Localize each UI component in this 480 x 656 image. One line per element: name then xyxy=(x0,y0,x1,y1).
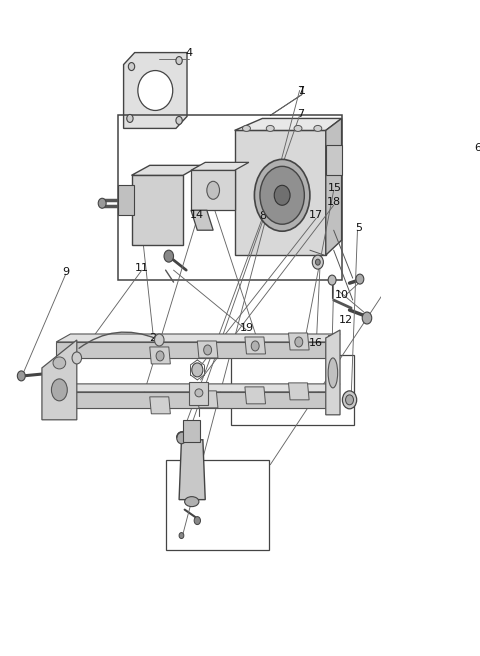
Circle shape xyxy=(176,56,182,64)
Polygon shape xyxy=(235,119,342,131)
Ellipse shape xyxy=(242,125,251,131)
Ellipse shape xyxy=(266,125,274,131)
Bar xyxy=(183,420,201,441)
Text: 6: 6 xyxy=(475,144,480,154)
Ellipse shape xyxy=(156,351,164,361)
Circle shape xyxy=(342,391,357,409)
Polygon shape xyxy=(197,391,218,408)
Text: 3: 3 xyxy=(257,343,264,353)
Polygon shape xyxy=(42,340,77,420)
Circle shape xyxy=(362,312,372,324)
Text: 9: 9 xyxy=(62,267,69,277)
Circle shape xyxy=(315,259,320,265)
Polygon shape xyxy=(326,119,342,255)
Ellipse shape xyxy=(207,181,219,199)
Text: 19: 19 xyxy=(240,323,253,333)
Text: 15: 15 xyxy=(327,183,341,194)
Text: 7: 7 xyxy=(297,110,304,119)
Ellipse shape xyxy=(314,125,322,131)
Polygon shape xyxy=(288,333,309,350)
Polygon shape xyxy=(179,440,205,500)
Ellipse shape xyxy=(138,71,173,110)
Polygon shape xyxy=(150,347,170,364)
Polygon shape xyxy=(56,392,326,408)
Text: 10: 10 xyxy=(335,290,348,300)
Circle shape xyxy=(128,62,135,71)
Polygon shape xyxy=(56,334,340,342)
Polygon shape xyxy=(288,383,309,400)
Circle shape xyxy=(179,533,184,539)
Ellipse shape xyxy=(204,345,212,355)
Bar xyxy=(118,115,342,280)
Circle shape xyxy=(98,198,106,208)
Polygon shape xyxy=(56,384,340,392)
Ellipse shape xyxy=(295,337,303,347)
Ellipse shape xyxy=(53,357,66,369)
Polygon shape xyxy=(150,397,170,414)
Text: 16: 16 xyxy=(309,338,323,348)
Ellipse shape xyxy=(254,159,310,231)
Polygon shape xyxy=(190,382,208,405)
Circle shape xyxy=(312,255,324,269)
Circle shape xyxy=(127,114,133,123)
Bar xyxy=(118,185,134,215)
Polygon shape xyxy=(191,162,249,171)
Circle shape xyxy=(155,334,164,346)
Text: 5: 5 xyxy=(356,223,362,234)
Polygon shape xyxy=(191,171,235,211)
Polygon shape xyxy=(326,330,340,415)
Text: 1: 1 xyxy=(299,85,305,96)
Ellipse shape xyxy=(294,125,302,131)
Text: 11: 11 xyxy=(135,263,149,273)
Text: 2: 2 xyxy=(149,333,156,343)
Text: 18: 18 xyxy=(326,197,341,207)
Polygon shape xyxy=(197,341,218,358)
Ellipse shape xyxy=(51,379,67,401)
Ellipse shape xyxy=(328,358,337,388)
Polygon shape xyxy=(56,342,326,358)
Circle shape xyxy=(176,117,182,125)
Bar xyxy=(230,355,353,425)
Ellipse shape xyxy=(251,341,259,351)
Ellipse shape xyxy=(274,185,290,205)
Text: 7: 7 xyxy=(297,85,304,96)
Circle shape xyxy=(72,352,82,364)
Ellipse shape xyxy=(185,497,199,506)
Bar xyxy=(166,460,269,550)
Polygon shape xyxy=(191,211,213,230)
Polygon shape xyxy=(245,387,265,404)
Polygon shape xyxy=(132,165,201,175)
Ellipse shape xyxy=(195,389,203,397)
Circle shape xyxy=(177,432,186,443)
Circle shape xyxy=(328,275,336,285)
Circle shape xyxy=(346,395,353,405)
Circle shape xyxy=(17,371,25,381)
Polygon shape xyxy=(132,175,183,245)
Text: 4: 4 xyxy=(185,48,192,58)
Text: 12: 12 xyxy=(338,315,353,325)
Ellipse shape xyxy=(260,167,304,224)
Text: 17: 17 xyxy=(309,210,324,220)
Polygon shape xyxy=(245,337,265,354)
Polygon shape xyxy=(235,131,326,255)
Polygon shape xyxy=(123,52,187,129)
Circle shape xyxy=(164,250,174,262)
Circle shape xyxy=(194,516,201,525)
Bar xyxy=(326,146,342,175)
Circle shape xyxy=(356,274,364,284)
Text: 13: 13 xyxy=(327,335,341,345)
Circle shape xyxy=(192,363,203,377)
Text: 8: 8 xyxy=(259,211,266,221)
Text: 14: 14 xyxy=(190,210,204,220)
